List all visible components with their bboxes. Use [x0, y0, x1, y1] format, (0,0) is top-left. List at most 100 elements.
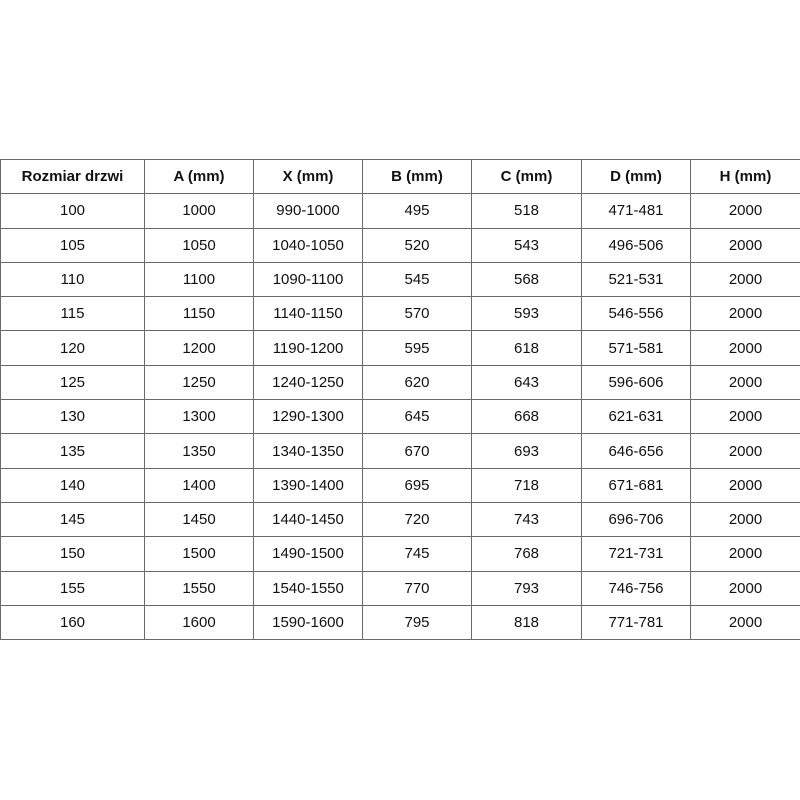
table-cell: 1250 — [144, 364, 254, 401]
table-cell: 743 — [471, 501, 582, 538]
table-cell: 125 — [0, 364, 145, 401]
column-header: B (mm) — [362, 158, 472, 195]
table-cell: 518 — [471, 193, 582, 229]
table-cell: 105 — [0, 227, 145, 263]
table-cell: 471-481 — [581, 193, 691, 229]
table-cell: 718 — [471, 467, 582, 503]
table-row: 130 1300 1290-1300 645 668 621-631 2000 — [0, 399, 800, 435]
table-cell: 1550 — [144, 570, 254, 606]
table-cell: 771-781 — [581, 604, 691, 641]
table-cell: 155 — [0, 570, 145, 606]
table-cell: 520 — [362, 227, 472, 263]
table-row: 160 1600 1590-1600 795 818 771-781 2000 — [0, 604, 800, 641]
table-row: 110 1100 1090-1100 545 568 521-531 2000 — [0, 261, 800, 298]
door-size-table: Rozmiar drzwi A (mm) X (mm) B (mm) C (mm) D (… — [0, 158, 800, 641]
table-cell: 2000 — [690, 570, 800, 606]
table-cell: 120 — [0, 330, 145, 366]
table-cell: 1190-1200 — [253, 330, 363, 366]
table-cell: 621-631 — [581, 399, 691, 435]
table-cell: 2000 — [690, 433, 800, 469]
table-cell: 768 — [471, 536, 582, 572]
table-cell: 2000 — [690, 227, 800, 263]
table-cell: 568 — [471, 261, 582, 298]
table-cell: 521-531 — [581, 261, 691, 298]
table-cell: 1240-1250 — [253, 364, 363, 401]
table-cell: 145 — [0, 501, 145, 538]
table-cell: 645 — [362, 399, 472, 435]
table-cell: 695 — [362, 467, 472, 503]
table-cell: 140 — [0, 467, 145, 503]
table-row: 150 1500 1490-1500 745 768 721-731 2000 — [0, 536, 800, 572]
table-cell: 1450 — [144, 501, 254, 538]
table-cell: 496-506 — [581, 227, 691, 263]
table-row: 105 1050 1040-1050 520 543 496-506 2000 — [0, 227, 800, 263]
table-cell: 793 — [471, 570, 582, 606]
table-cell: 1350 — [144, 433, 254, 469]
table-cell: 1140-1150 — [253, 296, 363, 332]
table-cell: 990-1000 — [253, 193, 363, 229]
table-cell: 115 — [0, 296, 145, 332]
table-cell: 668 — [471, 399, 582, 435]
table-cell: 110 — [0, 261, 145, 298]
table-cell: 1490-1500 — [253, 536, 363, 572]
table-cell: 643 — [471, 364, 582, 401]
column-header: H (mm) — [690, 158, 800, 195]
table-cell: 135 — [0, 433, 145, 469]
table-row: 115 1150 1140-1150 570 593 546-556 2000 — [0, 296, 800, 332]
table-cell: 546-556 — [581, 296, 691, 332]
table-cell: 1400 — [144, 467, 254, 503]
column-header: C (mm) — [471, 158, 582, 195]
table-cell: 1090-1100 — [253, 261, 363, 298]
table-cell: 1540-1550 — [253, 570, 363, 606]
table-cell: 1440-1450 — [253, 501, 363, 538]
table-cell: 1340-1350 — [253, 433, 363, 469]
table-cell: 670 — [362, 433, 472, 469]
table-cell: 150 — [0, 536, 145, 572]
table-cell: 795 — [362, 604, 472, 641]
table-row: 120 1200 1190-1200 595 618 571-581 2000 — [0, 330, 800, 366]
table-cell: 2000 — [690, 261, 800, 298]
table-cell: 1040-1050 — [253, 227, 363, 263]
table-cell: 720 — [362, 501, 472, 538]
table-cell: 2000 — [690, 399, 800, 435]
column-header: Rozmiar drzwi — [0, 158, 145, 195]
table-cell: 593 — [471, 296, 582, 332]
table-cell: 495 — [362, 193, 472, 229]
table-cell: 2000 — [690, 193, 800, 229]
table-cell: 545 — [362, 261, 472, 298]
table-cell: 1600 — [144, 604, 254, 641]
table-row: 140 1400 1390-1400 695 718 671-681 2000 — [0, 467, 800, 503]
table-row: 125 1250 1240-1250 620 643 596-606 2000 — [0, 364, 800, 401]
table-cell: 2000 — [690, 604, 800, 641]
table-cell: 543 — [471, 227, 582, 263]
table-cell: 1590-1600 — [253, 604, 363, 641]
table-cell: 160 — [0, 604, 145, 641]
table-cell: 721-731 — [581, 536, 691, 572]
table-cell: 1100 — [144, 261, 254, 298]
table-cell: 100 — [0, 193, 145, 229]
table-cell: 745 — [362, 536, 472, 572]
table-cell: 2000 — [690, 536, 800, 572]
table-cell: 746-756 — [581, 570, 691, 606]
table-cell: 1500 — [144, 536, 254, 572]
table-cell: 571-581 — [581, 330, 691, 366]
header-row: Rozmiar drzwi A (mm) X (mm) B (mm) C (mm) D (… — [0, 158, 800, 195]
table-cell: 1390-1400 — [253, 467, 363, 503]
table-cell: 671-681 — [581, 467, 691, 503]
table-cell: 1150 — [144, 296, 254, 332]
table-row: 135 1350 1340-1350 670 693 646-656 2000 — [0, 433, 800, 469]
table-cell: 646-656 — [581, 433, 691, 469]
table-cell: 2000 — [690, 296, 800, 332]
table-cell: 2000 — [690, 467, 800, 503]
table-cell: 2000 — [690, 364, 800, 401]
table-cell: 696-706 — [581, 501, 691, 538]
table-cell: 2000 — [690, 501, 800, 538]
table-cell: 570 — [362, 296, 472, 332]
table-cell: 770 — [362, 570, 472, 606]
column-header: D (mm) — [581, 158, 691, 195]
table-row: 155 1550 1540-1550 770 793 746-756 2000 — [0, 570, 800, 606]
table-cell: 1000 — [144, 193, 254, 229]
table-cell: 1200 — [144, 330, 254, 366]
table-cell: 595 — [362, 330, 472, 366]
table-cell: 1050 — [144, 227, 254, 263]
